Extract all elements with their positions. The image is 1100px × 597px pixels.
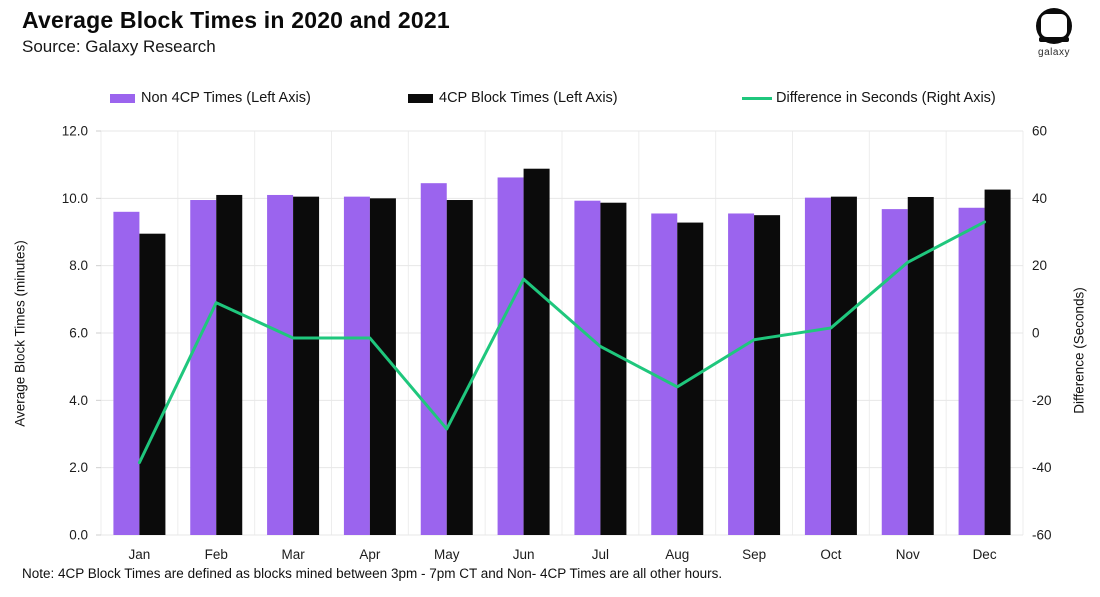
footnote: Note: 4CP Block Times are defined as blo… xyxy=(22,566,723,581)
left-axis-tick-label: 2.0 xyxy=(69,460,88,475)
galaxy-helmet-icon xyxy=(1036,8,1072,44)
left-axis-tick-label: 0.0 xyxy=(69,528,88,543)
legend-label: Difference in Seconds (Right Axis) xyxy=(776,90,996,106)
right-axis-tick-label: 60 xyxy=(1032,124,1047,139)
bar-non4cp-jan xyxy=(113,211,140,536)
bar-non4cp-sep xyxy=(728,213,755,535)
right-axis-tick-label: 0 xyxy=(1032,326,1040,341)
bar-non4cp-jul xyxy=(574,200,601,535)
legend-swatch-2 xyxy=(742,96,772,100)
legend-item-difference: Difference in Seconds (Right Axis) xyxy=(742,88,996,108)
right-axis-tick-label: 40 xyxy=(1032,191,1047,206)
left-axis-tick-label: 10.0 xyxy=(62,191,88,206)
bar-4cp-mar xyxy=(293,196,320,535)
bar-non4cp-nov xyxy=(881,209,908,535)
left-axis-tick-label: 12.0 xyxy=(62,124,88,139)
left-axis-tick-label: 8.0 xyxy=(69,258,88,273)
x-axis-label-feb: Feb xyxy=(205,547,228,562)
x-axis-label-dec: Dec xyxy=(973,547,997,562)
legend-swatch-1 xyxy=(408,93,433,103)
bar-4cp-sep xyxy=(754,215,781,535)
bar-4cp-may xyxy=(446,200,473,535)
bar-4cp-jul xyxy=(600,202,627,535)
x-axis-label-sep: Sep xyxy=(742,547,766,562)
x-axis-label-may: May xyxy=(434,547,460,562)
bar-non4cp-may xyxy=(420,183,447,535)
bar-4cp-jun xyxy=(523,168,550,535)
legend-swatch-0 xyxy=(110,93,135,103)
left-axis-tick-label: 6.0 xyxy=(69,326,88,341)
bar-4cp-nov xyxy=(907,196,934,535)
x-axis-label-aug: Aug xyxy=(665,547,689,562)
bar-4cp-apr xyxy=(369,198,396,536)
x-axis-label-jun: Jun xyxy=(513,547,535,562)
bar-non4cp-dec xyxy=(958,207,985,535)
bar-non4cp-feb xyxy=(190,200,217,535)
x-axis-label-jan: Jan xyxy=(129,547,151,562)
x-axis-label-mar: Mar xyxy=(281,547,305,562)
right-axis-tick-label: -40 xyxy=(1032,460,1052,475)
bar-non4cp-jun xyxy=(497,177,524,535)
left-axis-tick-label: 4.0 xyxy=(69,393,88,408)
x-axis-label-jul: Jul xyxy=(592,547,609,562)
x-axis-label-apr: Apr xyxy=(359,547,381,562)
right-axis-tick-label: -20 xyxy=(1032,393,1052,408)
bar-non4cp-apr xyxy=(343,196,370,535)
bar-non4cp-mar xyxy=(267,194,294,535)
bar-4cp-dec xyxy=(984,189,1011,535)
right-axis-tick-label: 20 xyxy=(1032,258,1047,273)
x-axis-label-oct: Oct xyxy=(820,547,841,562)
galaxy-logo-word: galaxy xyxy=(1038,47,1070,58)
page-title: Average Block Times in 2020 and 2021 xyxy=(22,7,450,33)
bar-4cp-jan xyxy=(139,233,166,535)
source-subtitle: Source: Galaxy Research xyxy=(22,37,216,56)
bar-non4cp-oct xyxy=(804,197,831,535)
bar-4cp-oct xyxy=(830,196,857,535)
x-axis-label-nov: Nov xyxy=(896,547,920,562)
galaxy-logo: galaxy xyxy=(1026,8,1082,66)
legend-item-non-4cp: Non 4CP Times (Left Axis) xyxy=(110,88,311,108)
legend-label: Non 4CP Times (Left Axis) xyxy=(141,90,311,106)
legend-item-4cp: 4CP Block Times (Left Axis) xyxy=(408,88,618,108)
legend-label: 4CP Block Times (Left Axis) xyxy=(439,90,618,106)
right-axis-tick-label: -60 xyxy=(1032,528,1052,543)
bar-4cp-feb xyxy=(216,194,243,535)
difference-line xyxy=(137,220,987,465)
